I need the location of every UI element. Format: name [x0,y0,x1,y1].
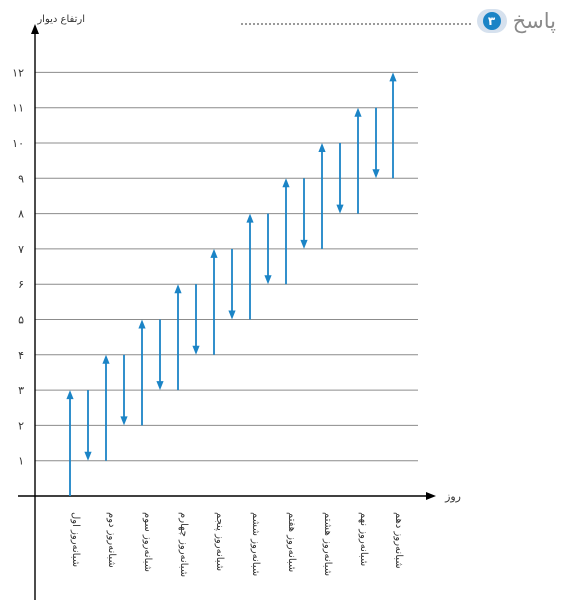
climb-arrow-5-head [210,248,218,258]
x-tick-labels: شبانه‌روز اول شبانه‌روز دوم شبانه‌روز سوم ش… [70,512,404,577]
y-tick-label-1: ۱ [18,455,24,468]
y-tick-label-10: ۱۰ [12,137,24,150]
y-tick-label-5: ۵ [18,314,24,327]
y-tick-label-2: ۲ [18,419,24,432]
x-tick-label-6: شبانه‌روز ششم [250,512,261,576]
x-tick-label-5: شبانه‌روز پنجم [214,512,225,571]
climb-arrow-4-head [174,284,182,294]
x-tick-label-8: شبانه‌روز هشتم [322,512,333,576]
y-tick-label-9: ۹ [18,172,24,185]
slide-arrow-8-head [336,204,344,214]
y-tick-label-6: ۶ [18,278,24,291]
slide-arrow-1-head [84,451,92,461]
climb-arrow-8-head [318,143,326,152]
slide-arrow-6-head [264,275,272,285]
grid-lines [35,71,418,462]
y-tick-label-3: ۳ [18,384,24,397]
arrow-series [66,72,397,496]
x-axis-arrow [426,492,436,500]
y-axis-title: ارتفاع دیوار [36,14,85,25]
climb-arrow-1-head [66,390,74,400]
slide-arrow-9-head [372,169,380,179]
y-tick-label-7: ۷ [18,243,24,256]
answer-number: ۳ [482,12,501,30]
x-tick-label-10: شبانه‌روز دهم [393,512,404,569]
answer-header: پاسخ ۳ [240,6,556,36]
y-axis-arrow [31,24,39,34]
y-tick-label-4: ۴ [18,349,24,362]
climb-arrow-9-head [354,107,362,117]
climb-arrow-6-head [246,213,254,223]
x-tick-label-1: شبانه‌روز اول [70,512,81,567]
climb-arrow-2-head [102,354,110,364]
slide-arrow-7-head [300,239,308,249]
x-tick-label-9: شبانه‌روز نهم [358,512,369,566]
slide-arrow-2-head [120,416,128,426]
slide-arrow-5-head [228,310,236,320]
climb-arrow-10-head [389,72,397,82]
x-axis-title: روز [444,490,461,503]
slide-arrow-3-head [156,381,164,391]
answer-dotted-line [240,23,471,25]
slide-arrow-4-head [192,345,200,355]
climb-arrow-7-head [282,178,290,188]
x-tick-label-4: شبانه‌روز چهارم [178,512,189,577]
answer-label: پاسخ [512,9,556,33]
y-tick-label-8: ۸ [18,208,24,221]
axes [18,24,436,600]
y-tick-label-12: ۱۲ [12,66,24,79]
climb-arrow-3-head [138,319,146,329]
x-tick-label-3: شبانه‌روز سوم [142,512,153,572]
y-tick-label-11: ۱۱ [12,102,24,115]
x-tick-label-7: شبانه‌روز هفتم [286,512,297,572]
answer-number-badge: ۳ [476,9,507,33]
x-tick-label-2: شبانه‌روز دوم [106,512,117,568]
